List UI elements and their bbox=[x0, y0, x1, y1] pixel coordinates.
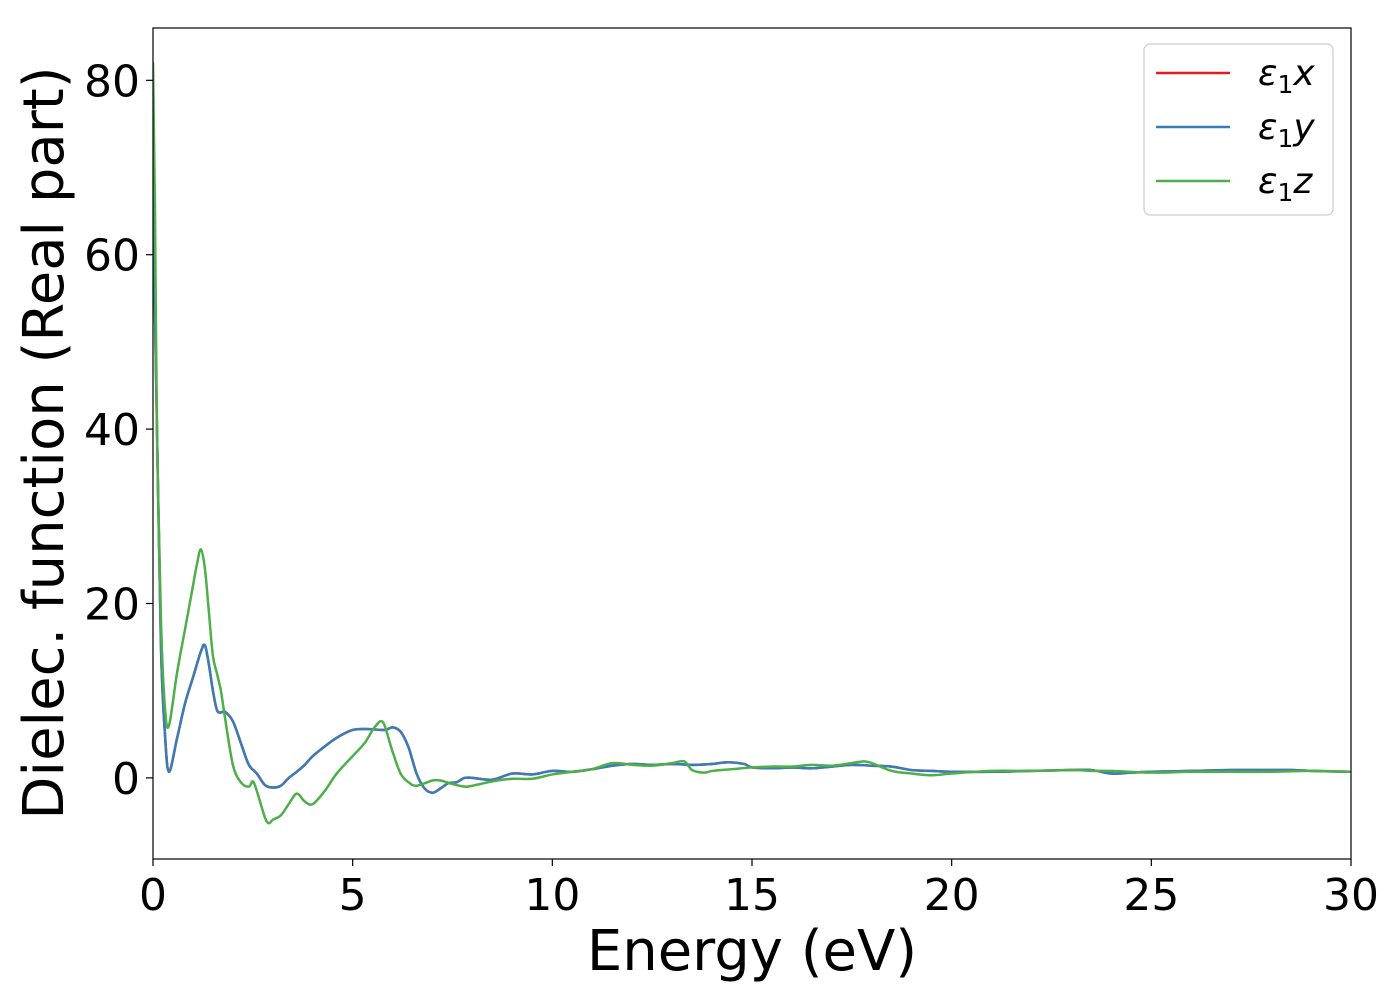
legend: ε1x ε1y ε1z bbox=[1143, 43, 1334, 216]
legend-label-z: ε1z bbox=[1258, 161, 1313, 207]
y-tick-label: 20 bbox=[84, 580, 140, 631]
x-tick-label: 30 bbox=[1323, 870, 1379, 921]
legend-box bbox=[1143, 43, 1334, 216]
legend-label-y: ε1y bbox=[1258, 107, 1315, 153]
y-tick-label: 80 bbox=[84, 56, 140, 107]
legend-label-x: ε1x bbox=[1258, 53, 1315, 99]
tick-layer: 0 5 10 15 20 25 30 0 20 40 60 80 bbox=[84, 56, 1379, 921]
series-layer bbox=[153, 61, 1351, 825]
x-tick-label: 25 bbox=[1123, 870, 1179, 921]
y-tick-label: 0 bbox=[112, 754, 140, 805]
x-tick-label: 10 bbox=[524, 870, 580, 921]
y-axis-label: Dielec. function (Real part) bbox=[12, 66, 77, 819]
x-tick-label: 20 bbox=[924, 870, 980, 921]
y-tick-label: 40 bbox=[84, 405, 140, 456]
x-tick-label: 0 bbox=[139, 870, 167, 921]
series-line-z bbox=[153, 61, 1351, 825]
series-line-y bbox=[153, 192, 1351, 794]
y-tick-label: 60 bbox=[84, 231, 140, 282]
x-tick-label: 15 bbox=[724, 870, 780, 921]
x-axis-label: Energy (eV) bbox=[587, 919, 917, 984]
x-tick-label: 5 bbox=[339, 870, 367, 921]
